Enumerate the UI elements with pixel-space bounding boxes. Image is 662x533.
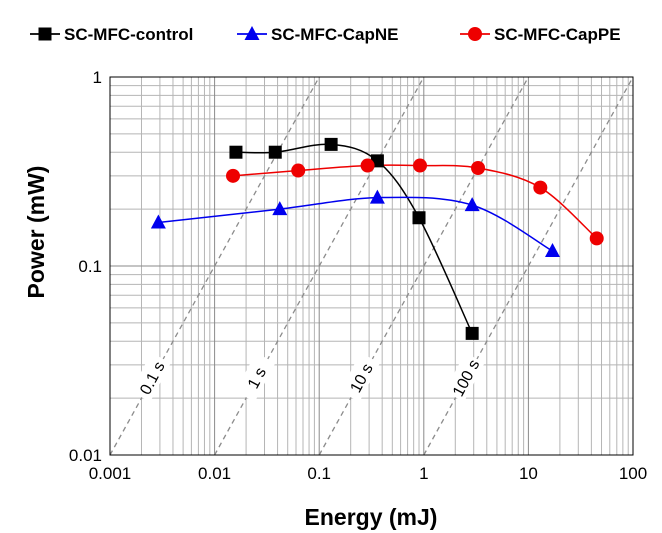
data-point (545, 243, 561, 258)
data-point (324, 137, 338, 151)
data-point (268, 145, 282, 159)
y-tick-label: 0.1 (78, 257, 102, 276)
data-point (369, 189, 385, 204)
legend-swatch-marker (468, 27, 482, 41)
x-tick-label: 100 (619, 464, 647, 483)
iso-label-background (444, 352, 485, 402)
iso-label-background (130, 352, 171, 402)
data-point (150, 214, 166, 229)
data-point (413, 158, 428, 173)
data-point (589, 231, 604, 246)
data-point (272, 201, 288, 216)
series-markers (150, 137, 604, 340)
data-point (360, 158, 375, 173)
legend-label: SC-MFC-CapNE (271, 25, 399, 44)
data-point (465, 326, 479, 340)
x-tick-label: 1 (419, 464, 428, 483)
y-tick-label: 1 (93, 68, 102, 87)
legend: SC-MFC-control SC-MFC-CapNE SC-MFC-CapPE (30, 25, 621, 44)
x-axis-ticks: 0.001 0.01 0.1 1 10 100 (89, 464, 647, 483)
data-point (229, 145, 243, 159)
data-point (464, 197, 480, 212)
iso-label-background (235, 352, 276, 402)
x-tick-label: 0.001 (89, 464, 132, 483)
data-point (471, 161, 486, 176)
legend-label: SC-MFC-CapPE (494, 25, 621, 44)
data-point (226, 168, 241, 183)
x-tick-label: 0.1 (307, 464, 331, 483)
legend-label: SC-MFC-control (64, 25, 193, 44)
y-axis-title: Power (mW) (23, 166, 49, 299)
iso-label-background (339, 352, 380, 402)
data-point (291, 163, 306, 178)
legend-swatch-marker (38, 27, 52, 41)
x-axis-title: Energy (mJ) (305, 504, 438, 530)
data-point (533, 180, 548, 195)
x-tick-label: 0.01 (198, 464, 231, 483)
x-tick-label: 10 (519, 464, 538, 483)
y-tick-label: 0.01 (69, 446, 102, 465)
y-axis-ticks: 0.01 0.1 1 (69, 68, 102, 465)
plot-frame (109, 76, 634, 456)
legend-swatch-marker (244, 26, 260, 40)
data-point (412, 211, 426, 225)
